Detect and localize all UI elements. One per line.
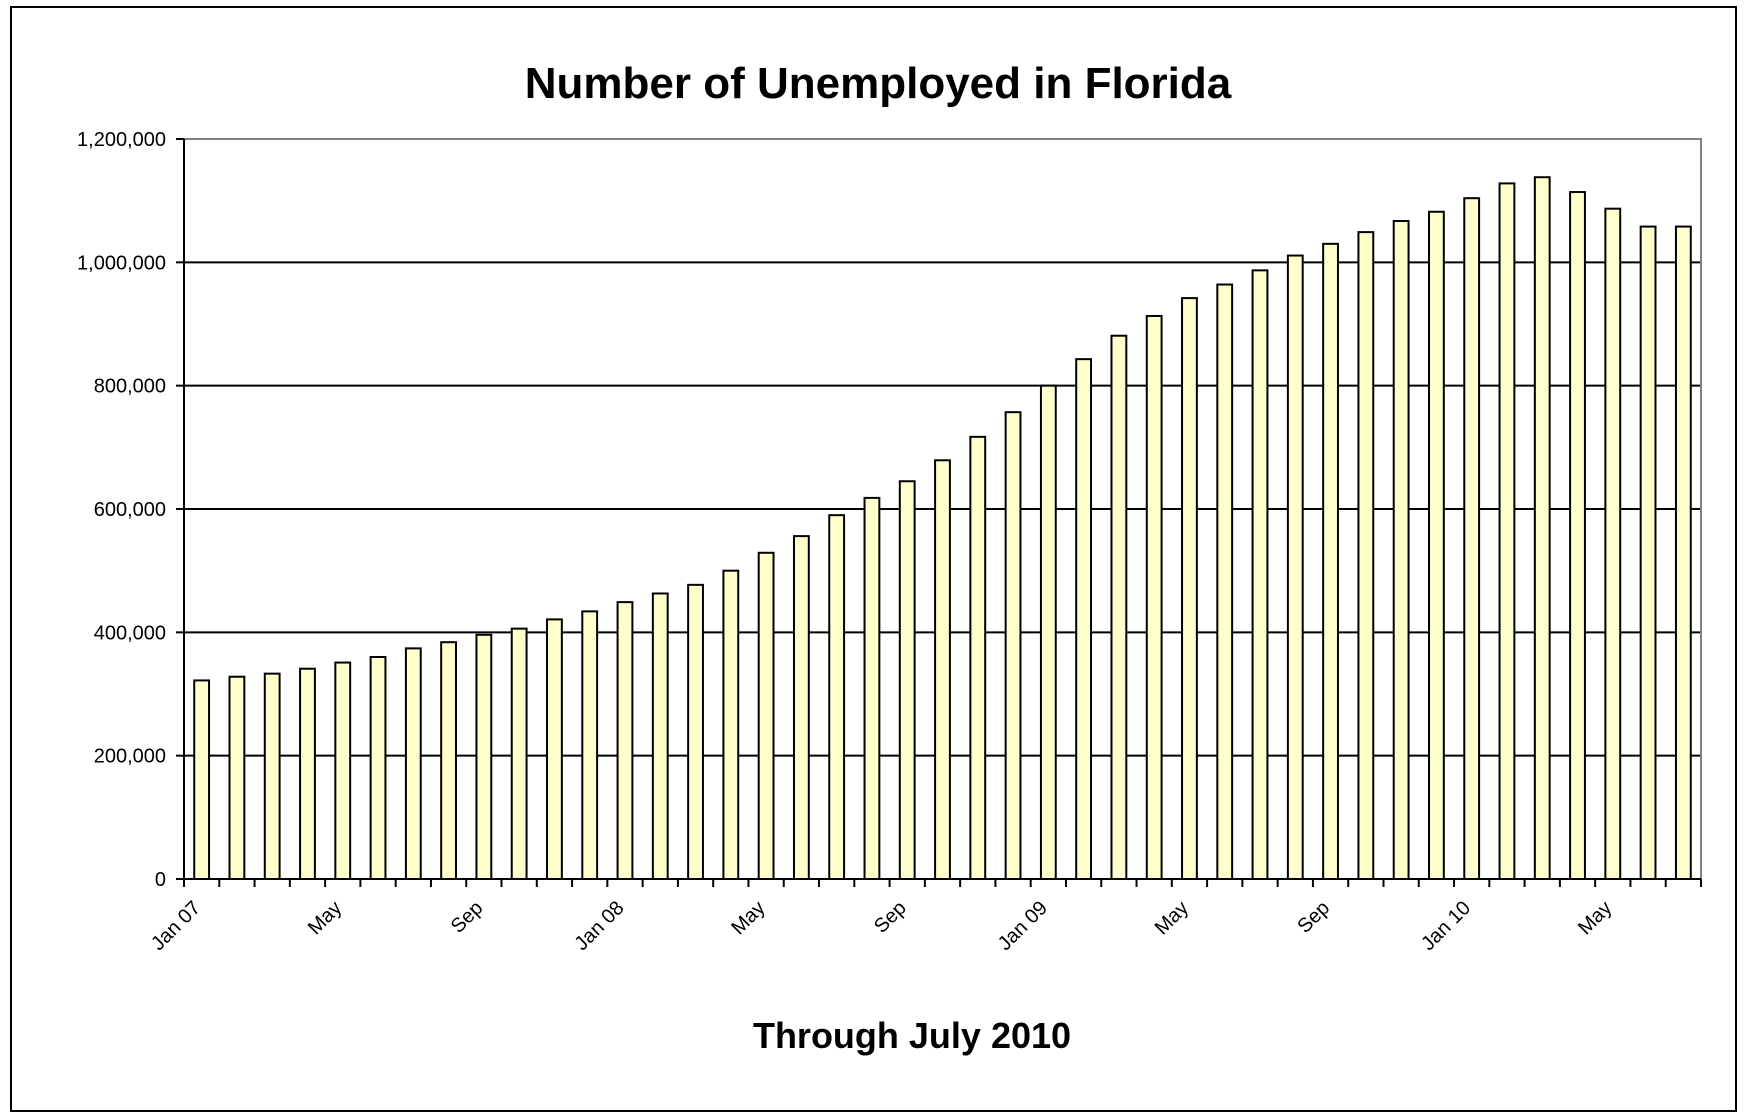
bar <box>1533 176 1551 881</box>
x-tick-label: May <box>1574 897 1616 939</box>
bar <box>1674 225 1692 880</box>
bar <box>369 656 387 880</box>
bar-chart: Number of Unemployed in Florida 0 200,000… <box>77 59 1702 1056</box>
x-tick-label: Sep <box>447 897 488 938</box>
bar <box>1286 254 1304 881</box>
bar <box>404 647 422 880</box>
bar <box>1392 220 1410 880</box>
bar <box>1322 242 1339 880</box>
y-tick-label: 0 <box>155 869 166 891</box>
x-axis-label: Through July 2010 <box>753 1015 1071 1056</box>
bar <box>440 641 457 881</box>
bar <box>792 535 810 880</box>
x-tick-label: Sep <box>1293 897 1334 938</box>
bar <box>299 667 316 880</box>
bar <box>1604 207 1622 880</box>
bar <box>263 672 281 881</box>
bar <box>1569 191 1586 880</box>
bar <box>546 618 563 880</box>
bar <box>1181 297 1198 881</box>
y-tick-labels: 0 200,000 400,000 600,000 800,000 1,000,000 1,… <box>77 129 166 891</box>
bar <box>969 435 987 880</box>
bar <box>828 514 846 880</box>
bar <box>722 569 740 880</box>
axes <box>176 138 1702 887</box>
bar <box>1004 411 1022 880</box>
bar <box>863 496 881 880</box>
x-tick-label: May <box>304 897 346 939</box>
bar <box>616 601 634 880</box>
y-tick-label: 1,000,000 <box>77 252 166 274</box>
y-tick-label: 200,000 <box>94 746 166 768</box>
bar <box>1498 182 1516 880</box>
bar <box>1145 314 1163 881</box>
bar <box>193 679 211 880</box>
bar <box>1075 358 1093 880</box>
bar <box>1428 210 1445 880</box>
bar <box>334 661 352 880</box>
y-tick-label: 800,000 <box>94 376 166 398</box>
y-tick-label: 1,200,000 <box>77 129 166 151</box>
x-tick-label: Sep <box>870 897 911 938</box>
bar <box>1639 225 1657 880</box>
bar <box>934 459 951 880</box>
bar <box>1251 269 1269 881</box>
bar <box>1110 334 1128 881</box>
bar <box>757 551 775 881</box>
chart-frame: Number of Unemployed in Florida 0 200,000… <box>10 6 1737 1112</box>
x-tick-label: May <box>727 897 769 939</box>
bar <box>475 633 493 880</box>
bar <box>687 583 704 880</box>
y-tick-label: 600,000 <box>94 499 166 521</box>
bar <box>228 675 246 880</box>
bar <box>1357 231 1375 880</box>
x-tick-labels: Jan 07 May Sep Jan 08 May Sep Jan 09 May Sep Jan … <box>147 897 1616 955</box>
bars <box>193 176 1692 881</box>
y-tick-label: 400,000 <box>94 622 166 644</box>
bar <box>898 480 916 880</box>
x-tick-label: Jan 09 <box>994 897 1052 955</box>
bar <box>581 610 599 880</box>
bar <box>510 627 528 880</box>
bar <box>1039 384 1057 880</box>
bar <box>1216 283 1234 880</box>
chart-title: Number of Unemployed in Florida <box>525 59 1232 108</box>
bar <box>651 592 669 880</box>
x-tick-label: Jan 07 <box>147 897 205 955</box>
x-tick-label: Jan 10 <box>1417 897 1475 955</box>
x-tick-label: Jan 08 <box>570 897 628 955</box>
bar <box>1463 197 1481 880</box>
x-tick-label: May <box>1151 897 1193 939</box>
